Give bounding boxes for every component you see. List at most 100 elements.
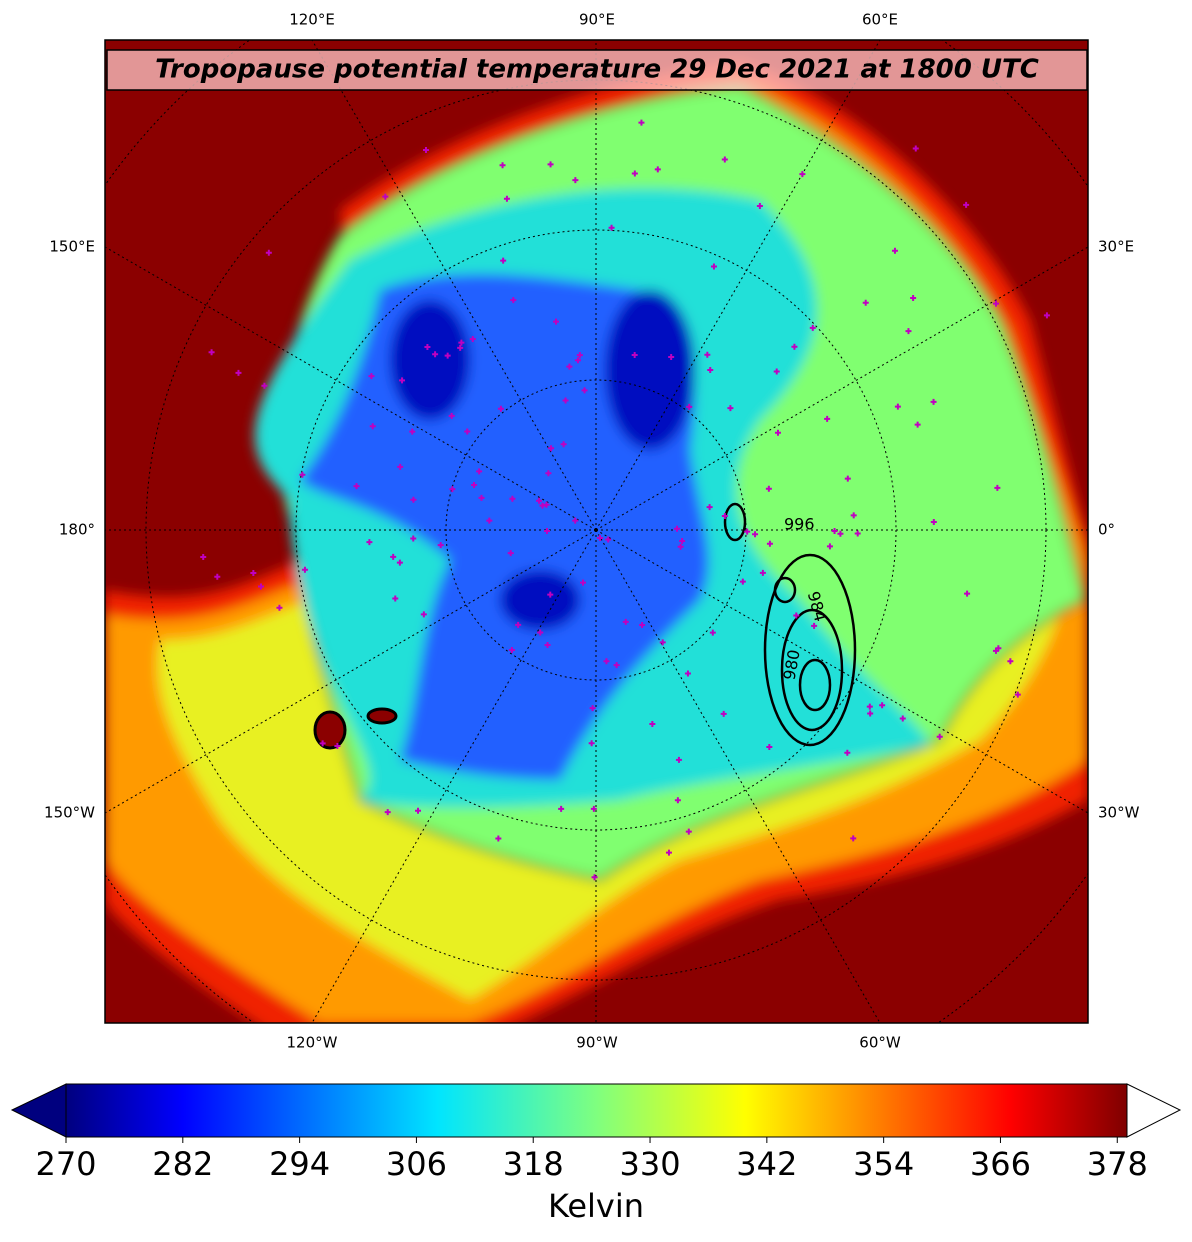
colorbar-tick-label: 366 — [970, 1145, 1031, 1183]
station-marker — [544, 527, 551, 534]
station-marker — [774, 429, 781, 436]
station-marker — [930, 398, 937, 405]
station-marker — [574, 357, 581, 364]
station-marker — [539, 502, 546, 509]
station-marker — [675, 756, 682, 763]
station-marker — [369, 423, 376, 430]
lon-label: 150°W — [44, 804, 95, 822]
station-marker — [536, 497, 543, 504]
station-marker — [396, 559, 403, 566]
station-marker — [509, 495, 516, 502]
station-marker — [791, 343, 798, 350]
station-marker — [566, 363, 573, 370]
station-marker — [631, 170, 638, 177]
station-marker — [420, 611, 427, 618]
station-marker — [499, 162, 506, 169]
station-marker — [588, 740, 595, 747]
station-marker — [891, 247, 898, 254]
station-marker — [674, 797, 681, 804]
colorbar-extend-high — [1126, 1083, 1182, 1138]
station-marker — [424, 343, 431, 350]
station-marker — [685, 828, 692, 835]
station-marker — [471, 482, 478, 489]
station-marker — [765, 485, 772, 492]
station-marker — [605, 536, 612, 543]
station-marker — [727, 405, 734, 412]
station-marker — [486, 517, 493, 524]
station-marker — [276, 604, 283, 611]
station-marker — [581, 387, 588, 394]
station-marker — [677, 543, 684, 550]
station-marker — [265, 249, 272, 256]
station-marker — [437, 542, 444, 549]
station-marker — [894, 403, 901, 410]
lon-label: 30°W — [1098, 804, 1140, 822]
colorbar-tick-label: 270 — [35, 1145, 96, 1183]
station-marker — [854, 530, 861, 537]
station-marker — [301, 566, 308, 573]
station-marker — [639, 621, 646, 628]
colorbar-tick-label: 306 — [386, 1145, 447, 1183]
station-marker — [410, 496, 417, 503]
station-marker — [558, 805, 565, 812]
station-marker — [759, 569, 766, 576]
station-marker — [547, 591, 554, 598]
colorbar-tick-label: 378 — [1087, 1145, 1148, 1183]
station-marker — [912, 145, 919, 152]
lon-label: 90°W — [576, 1034, 618, 1052]
station-marker — [560, 441, 567, 448]
station-marker — [793, 612, 800, 619]
station-marker — [1007, 658, 1014, 665]
station-marker — [250, 569, 257, 576]
station-marker — [384, 809, 391, 816]
station-marker — [478, 494, 485, 501]
station-marker — [457, 344, 464, 351]
station-marker — [591, 874, 598, 881]
station-marker — [766, 540, 773, 547]
station-marker — [392, 595, 399, 602]
station-marker — [366, 539, 373, 546]
colorbar-tick-label: 294 — [269, 1145, 330, 1183]
station-marker — [826, 543, 833, 550]
station-marker — [930, 519, 937, 526]
station-marker — [995, 645, 1002, 652]
colorbar — [65, 1083, 1128, 1138]
lon-label: 60°W — [859, 1034, 901, 1052]
station-marker — [844, 749, 851, 756]
station-marker — [963, 201, 970, 208]
station-marker — [497, 405, 504, 412]
map-field: 996 984 980 — [105, 40, 1088, 1023]
lon-label: 90°E — [579, 11, 615, 29]
station-marker — [899, 715, 906, 722]
station-marker — [545, 470, 552, 477]
station-marker — [515, 621, 522, 628]
station-marker — [319, 740, 326, 747]
station-marker — [710, 263, 717, 270]
station-marker — [422, 147, 429, 154]
station-marker — [905, 328, 912, 335]
station-marker — [503, 195, 510, 202]
station-marker — [994, 484, 1001, 491]
station-marker — [464, 428, 471, 435]
station-marker — [862, 299, 869, 306]
station-marker — [1043, 312, 1050, 319]
station-marker — [850, 835, 857, 842]
station-marker — [649, 721, 656, 728]
station-marker — [589, 705, 596, 712]
station-marker — [390, 553, 397, 560]
station-marker — [495, 835, 502, 842]
station-marker — [752, 531, 759, 538]
station-marker — [299, 471, 306, 478]
station-marker — [537, 629, 544, 636]
colorbar-tick-label: 282 — [152, 1145, 213, 1183]
station-marker — [850, 512, 857, 519]
station-marker — [200, 554, 207, 561]
station-marker — [382, 193, 389, 200]
station-marker — [469, 336, 476, 343]
station-marker — [936, 733, 943, 740]
station-marker — [553, 318, 560, 325]
station-marker — [544, 642, 551, 649]
station-marker — [258, 583, 265, 590]
station-marker — [866, 703, 873, 710]
station-marker — [608, 224, 615, 231]
